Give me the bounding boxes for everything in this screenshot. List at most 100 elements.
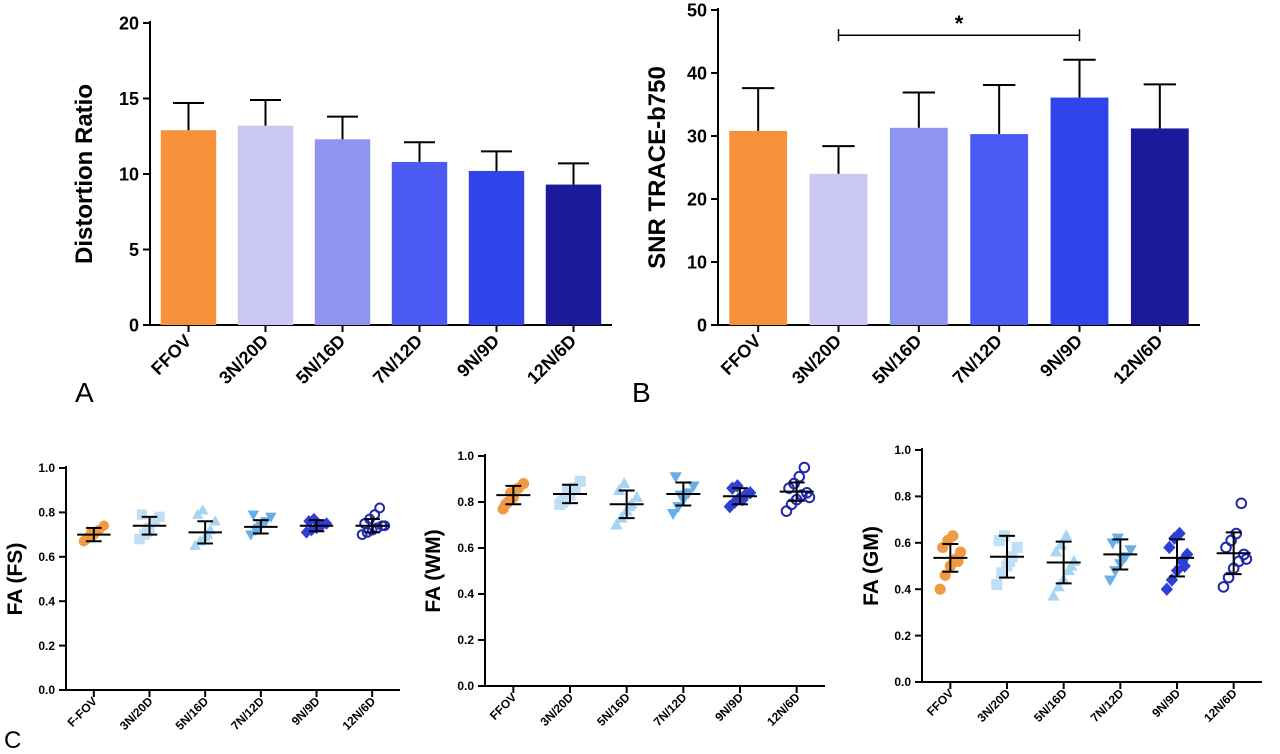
data-point xyxy=(1052,580,1065,592)
y-tick-label: 0.8 xyxy=(457,495,474,509)
data-point xyxy=(1106,538,1119,550)
data-point xyxy=(934,583,946,595)
y-tick-label: 0.4 xyxy=(457,587,474,601)
y-tick-label: 1.0 xyxy=(894,443,911,457)
bar xyxy=(237,125,294,326)
x-tick-label: 5N/16D xyxy=(173,694,212,733)
x-tick-label: FFOV xyxy=(717,331,765,379)
data-point xyxy=(374,502,386,514)
data-point xyxy=(141,527,153,538)
x-tick-label: 3N/20D xyxy=(788,331,845,388)
data-point xyxy=(303,515,315,528)
y-tick-label: 0 xyxy=(697,315,707,335)
x-tick-label: 12N/6D xyxy=(1201,686,1240,725)
y-tick-label: 0.2 xyxy=(457,633,474,647)
x-tick-label: 7N/12D xyxy=(1088,686,1127,725)
x-tick-label: FFOV xyxy=(924,686,957,719)
data-point xyxy=(1049,545,1063,557)
y-tick-label: 5 xyxy=(129,240,139,260)
data-point xyxy=(98,520,110,531)
y-tick-label: 0.6 xyxy=(38,550,55,564)
data-point xyxy=(196,504,209,515)
significance-label: * xyxy=(955,11,964,36)
data-point xyxy=(666,509,680,520)
chart-panel-c-gm: 0.0 0.2 0.4 0.6 0.8 1.0 FA (GM) FFOV 3N/20D 5N/16… xyxy=(860,443,1262,725)
x-tick-label: 7N/12D xyxy=(949,331,1006,388)
x-tick-label: 3N/20D xyxy=(537,690,576,729)
bar xyxy=(729,130,788,325)
y-tick-label: 0.2 xyxy=(38,639,55,653)
bar xyxy=(1050,97,1109,325)
data-point xyxy=(798,461,811,474)
chart-panel-a: 0 5 10 15 20 Distortion Ratio FFOV 3N/20D 5N/16D… xyxy=(71,13,612,408)
data-point xyxy=(561,484,574,497)
chart-panel-c-fs: 0.0 0.2 0.4 0.6 0.8 1.0 FA (FS) F-FOV 3N/20D 5N/1… xyxy=(4,461,400,754)
panel-letter: A xyxy=(75,377,94,408)
y-axis-title: Distortion Ratio xyxy=(71,84,98,264)
x-tick-label: 12N/6D xyxy=(523,331,580,388)
data-point xyxy=(1160,582,1173,596)
data-point xyxy=(1217,581,1230,593)
bar xyxy=(1130,128,1189,325)
y-tick-label: 0.4 xyxy=(38,594,55,608)
data-point xyxy=(265,512,277,523)
y-tick-label: 0.2 xyxy=(894,629,911,643)
data-point xyxy=(574,475,586,487)
y-tick-label: 20 xyxy=(687,189,707,209)
data-point xyxy=(1178,559,1191,573)
data-point xyxy=(209,515,221,526)
y-tick-label: 0.8 xyxy=(894,490,911,504)
bar xyxy=(889,127,948,325)
data-point xyxy=(630,490,644,502)
data-point xyxy=(247,510,260,521)
y-tick-label: 0.0 xyxy=(38,683,55,697)
bar xyxy=(314,139,371,325)
data-point xyxy=(996,567,1008,579)
data-point xyxy=(569,482,581,494)
data-point xyxy=(1230,527,1243,540)
data-point xyxy=(300,526,313,539)
data-point xyxy=(1235,497,1248,510)
data-point xyxy=(723,499,736,514)
y-tick-label: 0.0 xyxy=(894,675,911,689)
x-tick-label: F-FOV xyxy=(65,694,100,729)
data-point xyxy=(610,518,623,530)
y-tick-label: 30 xyxy=(687,126,707,146)
x-tick-label: 5N/16D xyxy=(292,331,349,388)
x-tick-label: 5N/16D xyxy=(868,331,925,388)
data-point xyxy=(1173,526,1186,541)
data-point xyxy=(1060,529,1073,541)
data-point xyxy=(1124,545,1137,557)
y-tick-label: 0 xyxy=(129,315,139,335)
panel-letter: C xyxy=(4,727,21,754)
y-axis-title: FA (WM) xyxy=(422,529,445,612)
y-tick-label: 40 xyxy=(687,63,707,83)
data-point xyxy=(1065,559,1078,571)
y-tick-label: 15 xyxy=(119,89,139,109)
x-tick-label: 12N/6D xyxy=(764,690,803,729)
data-point xyxy=(356,529,368,540)
x-tick-label: 12N/6D xyxy=(1109,331,1166,388)
data-point xyxy=(136,509,148,520)
data-point xyxy=(947,530,959,542)
y-tick-label: 1.0 xyxy=(457,449,474,463)
x-tick-label: 3N/20D xyxy=(117,694,156,733)
data-point xyxy=(1103,575,1117,587)
y-tick-label: 0.0 xyxy=(457,679,474,693)
data-point xyxy=(954,546,967,558)
x-tick-label: 12N/6D xyxy=(340,694,379,733)
x-tick-label: FFOV xyxy=(147,331,195,379)
data-point xyxy=(1047,589,1060,601)
y-tick-label: 20 xyxy=(119,13,139,33)
data-point xyxy=(556,496,568,508)
x-tick-label: 5N/16D xyxy=(594,690,633,729)
data-point xyxy=(617,477,631,489)
bar xyxy=(160,130,217,325)
chart-panel-c-wm: 0.0 0.2 0.4 0.6 0.8 1.0 FA (WM) FFOV 3N/20D 5N/16… xyxy=(422,449,825,729)
data-point xyxy=(669,472,682,484)
y-tick-label: 0.8 xyxy=(38,506,55,520)
data-point xyxy=(320,517,333,530)
bar xyxy=(468,170,525,325)
x-tick-label: 7N/12D xyxy=(228,694,267,733)
